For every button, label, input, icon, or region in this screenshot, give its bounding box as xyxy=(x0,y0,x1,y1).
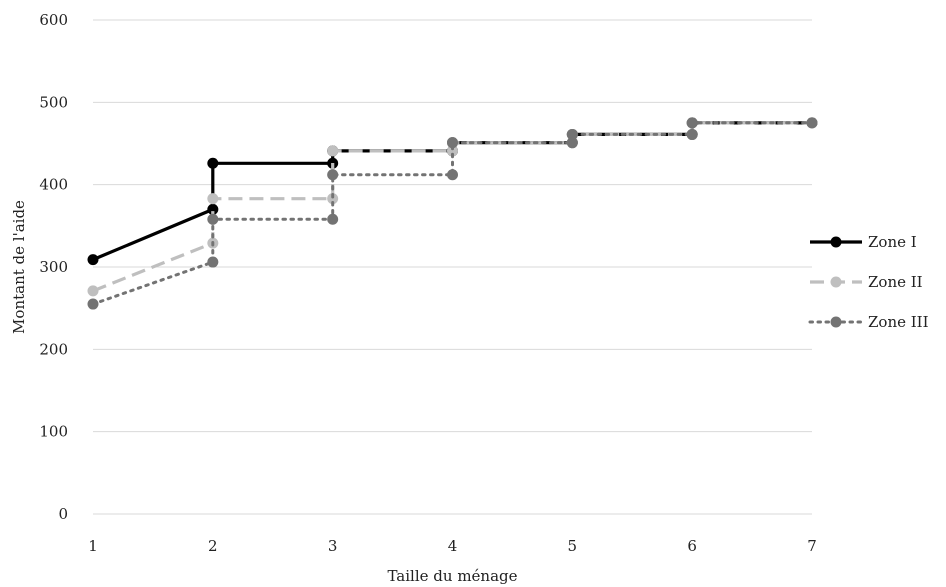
legend: Zone I Zone II Zone III xyxy=(808,233,929,331)
data-point xyxy=(686,128,698,140)
data-point xyxy=(327,193,339,205)
x-axis-title: Taille du ménage xyxy=(387,567,517,585)
y-tick-label: 600 xyxy=(39,11,68,29)
y-tick-label: 0 xyxy=(58,505,68,523)
legend-swatch-marker xyxy=(830,316,842,328)
legend-swatch-marker xyxy=(830,236,842,248)
data-point xyxy=(207,256,219,268)
legend-swatch-marker xyxy=(830,276,842,288)
y-tick-label: 100 xyxy=(39,423,68,441)
data-point xyxy=(447,169,458,181)
data-point xyxy=(447,145,458,157)
data-point xyxy=(207,193,219,205)
x-tick-label: 2 xyxy=(208,537,218,555)
data-point xyxy=(327,145,339,157)
series-2 xyxy=(87,117,818,310)
y-tick-label: 400 xyxy=(39,176,68,194)
data-point xyxy=(686,117,698,129)
x-tick-label: 4 xyxy=(448,537,458,555)
x-tick-label: 7 xyxy=(807,537,817,555)
data-point xyxy=(327,213,339,225)
y-tick-label: 300 xyxy=(39,258,68,276)
data-point xyxy=(87,254,99,266)
x-axis-ticks: 1 2 3 4 5 6 7 xyxy=(88,537,817,555)
data-point xyxy=(207,213,219,225)
legend-label: Zone I xyxy=(868,233,917,251)
y-tick-label: 500 xyxy=(39,93,68,111)
data-point xyxy=(207,203,219,215)
data-point xyxy=(566,137,578,149)
legend-label: Zone III xyxy=(868,313,929,331)
x-tick-label: 6 xyxy=(687,537,697,555)
x-tick-label: 5 xyxy=(568,537,578,555)
y-axis-title: Montant de l'aide xyxy=(10,200,28,334)
data-point xyxy=(207,157,219,169)
data-point xyxy=(806,117,818,129)
data-point xyxy=(447,137,458,149)
y-tick-label: 200 xyxy=(39,340,68,358)
data-point xyxy=(87,298,99,310)
y-axis-ticks: 0 100 200 300 400 500 600 xyxy=(39,11,68,523)
series-layer xyxy=(87,117,818,310)
x-tick-label: 3 xyxy=(328,537,338,555)
x-tick-label: 1 xyxy=(88,537,98,555)
legend-label: Zone II xyxy=(868,273,923,291)
data-point xyxy=(87,285,99,297)
data-point xyxy=(327,169,339,181)
data-point xyxy=(566,128,578,140)
